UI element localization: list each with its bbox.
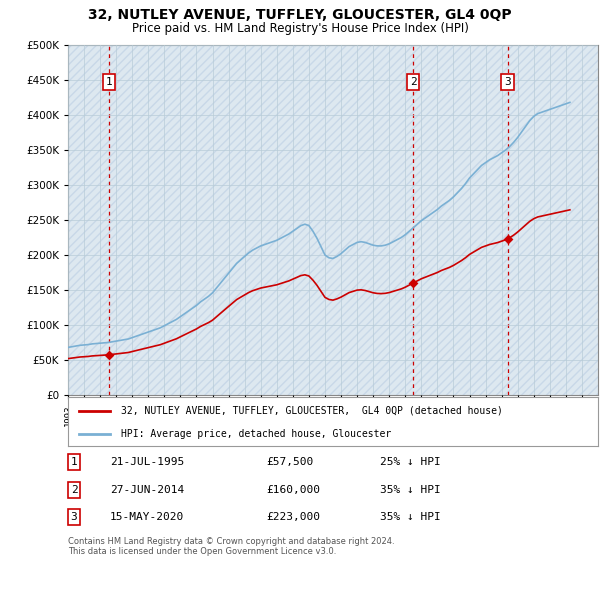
Text: 2: 2 [410,77,416,87]
Text: £223,000: £223,000 [266,512,320,522]
Point [409,278,418,288]
Text: Contains HM Land Registry data © Crown copyright and database right 2024.
This d: Contains HM Land Registry data © Crown c… [68,537,395,556]
Text: 1: 1 [71,457,77,467]
Point [104,350,114,359]
Text: 15-MAY-2020: 15-MAY-2020 [110,512,184,522]
Text: £160,000: £160,000 [266,485,320,495]
Text: Price paid vs. HM Land Registry's House Price Index (HPI): Price paid vs. HM Land Registry's House … [131,22,469,35]
Text: 1: 1 [106,77,112,87]
Point [503,234,512,244]
Text: 35% ↓ HPI: 35% ↓ HPI [380,485,441,495]
Text: 32, NUTLEY AVENUE, TUFFLEY, GLOUCESTER,  GL4 0QP (detached house): 32, NUTLEY AVENUE, TUFFLEY, GLOUCESTER, … [121,406,503,416]
Text: 35% ↓ HPI: 35% ↓ HPI [380,512,441,522]
Text: 27-JUN-2014: 27-JUN-2014 [110,485,184,495]
Text: 3: 3 [504,77,511,87]
Text: £57,500: £57,500 [266,457,313,467]
Text: 2: 2 [71,485,77,495]
Text: HPI: Average price, detached house, Gloucester: HPI: Average price, detached house, Glou… [121,429,391,439]
Text: 21-JUL-1995: 21-JUL-1995 [110,457,184,467]
Text: 3: 3 [71,512,77,522]
Text: 25% ↓ HPI: 25% ↓ HPI [380,457,441,467]
Text: 32, NUTLEY AVENUE, TUFFLEY, GLOUCESTER, GL4 0QP: 32, NUTLEY AVENUE, TUFFLEY, GLOUCESTER, … [88,8,512,22]
